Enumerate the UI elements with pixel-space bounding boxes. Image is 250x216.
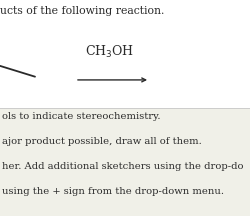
Text: ajor product possible, draw all of them.: ajor product possible, draw all of them. xyxy=(2,137,202,146)
Text: her. Add additional sketchers using the drop-do: her. Add additional sketchers using the … xyxy=(2,162,244,171)
Text: ucts of the following reaction.: ucts of the following reaction. xyxy=(0,6,164,16)
Text: ols to indicate stereochemistry.: ols to indicate stereochemistry. xyxy=(2,112,161,121)
Bar xyxy=(0,108,250,216)
Text: CH$_3$OH: CH$_3$OH xyxy=(85,44,134,60)
Text: using the + sign from the drop-down menu.: using the + sign from the drop-down menu… xyxy=(2,187,224,196)
